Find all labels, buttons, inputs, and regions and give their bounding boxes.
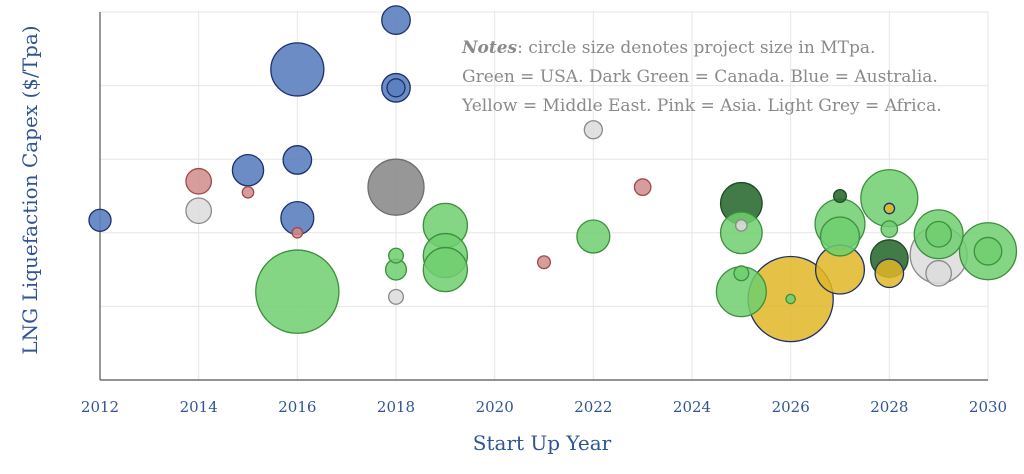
bubble-usa (733, 265, 750, 282)
notes-line-1: Notes: circle size denotes project size … (462, 34, 942, 63)
bubble-usa (925, 220, 953, 248)
x-tick-label: 2022 (574, 398, 612, 416)
bubble-africa (583, 120, 603, 140)
x-tick-labels: 2012 2014 2016 2018 2020 2022 2024 2026 2028 2030 (81, 398, 1007, 416)
notes-line-1-text: : circle size denotes project size in MT… (517, 38, 876, 58)
bubble-asia (633, 178, 652, 197)
axes (99, 12, 988, 381)
bubble-australia (282, 145, 313, 175)
x-tick-label: 2030 (969, 398, 1007, 416)
x-tick-label: 2020 (476, 398, 514, 416)
grid-lines (99, 11, 989, 380)
bubble-usa (387, 247, 405, 264)
x-tick-label: 2016 (278, 398, 316, 416)
bubble-africa (387, 288, 405, 305)
bubble-usa (576, 219, 611, 254)
notes-line-2: Green = USA. Dark Green = Canada. Blue =… (462, 67, 938, 87)
x-tick-label: 2014 (180, 398, 218, 416)
bubble-africa (185, 197, 213, 225)
bubble-africa (734, 219, 748, 232)
bubble-australia (381, 5, 411, 35)
notes-line-3: Yellow = Middle East. Pink = Asia. Light… (462, 96, 942, 116)
x-tick-label: 2012 (81, 398, 119, 416)
bubble-other (367, 158, 425, 216)
bubble-canada (832, 188, 848, 204)
bubble-australia (231, 153, 265, 187)
bubble-africa (925, 259, 953, 287)
bubble-usa (973, 236, 1003, 266)
bubble-middle-east (883, 202, 896, 215)
bubble-asia (185, 167, 213, 195)
bubble-middle-east (874, 258, 905, 289)
x-tick-label: 2026 (772, 398, 810, 416)
x-tick-label: 2024 (673, 398, 711, 416)
bubble-usa (860, 169, 919, 228)
y-axis-label: LNG Liquefaction Capex ($/Tpa) (18, 25, 42, 355)
bubble-asia (241, 185, 255, 199)
bubble-usa (422, 246, 469, 293)
bubble-asia (536, 255, 552, 270)
x-axis-label: Start Up Year (472, 431, 612, 455)
x-tick-label: 2018 (377, 398, 415, 416)
notes-annotation: Notes: circle size denotes project size … (462, 34, 942, 121)
bubble-usa (719, 211, 763, 255)
bubble-usa (255, 249, 340, 334)
bubble-australia (386, 78, 406, 98)
bubbles (88, 5, 1018, 343)
bubble-usa (880, 220, 899, 238)
bubble-usa (819, 216, 861, 257)
notes-lead: Notes (462, 38, 518, 58)
bubble-australia (270, 42, 325, 97)
x-tick-label: 2028 (870, 398, 908, 416)
bubble-usa (785, 293, 796, 305)
y-axis-label-wrap: LNG Liquefaction Capex ($/Tpa) (18, 25, 347, 354)
bubble-australia (88, 208, 112, 232)
bubble-asia (291, 226, 304, 239)
